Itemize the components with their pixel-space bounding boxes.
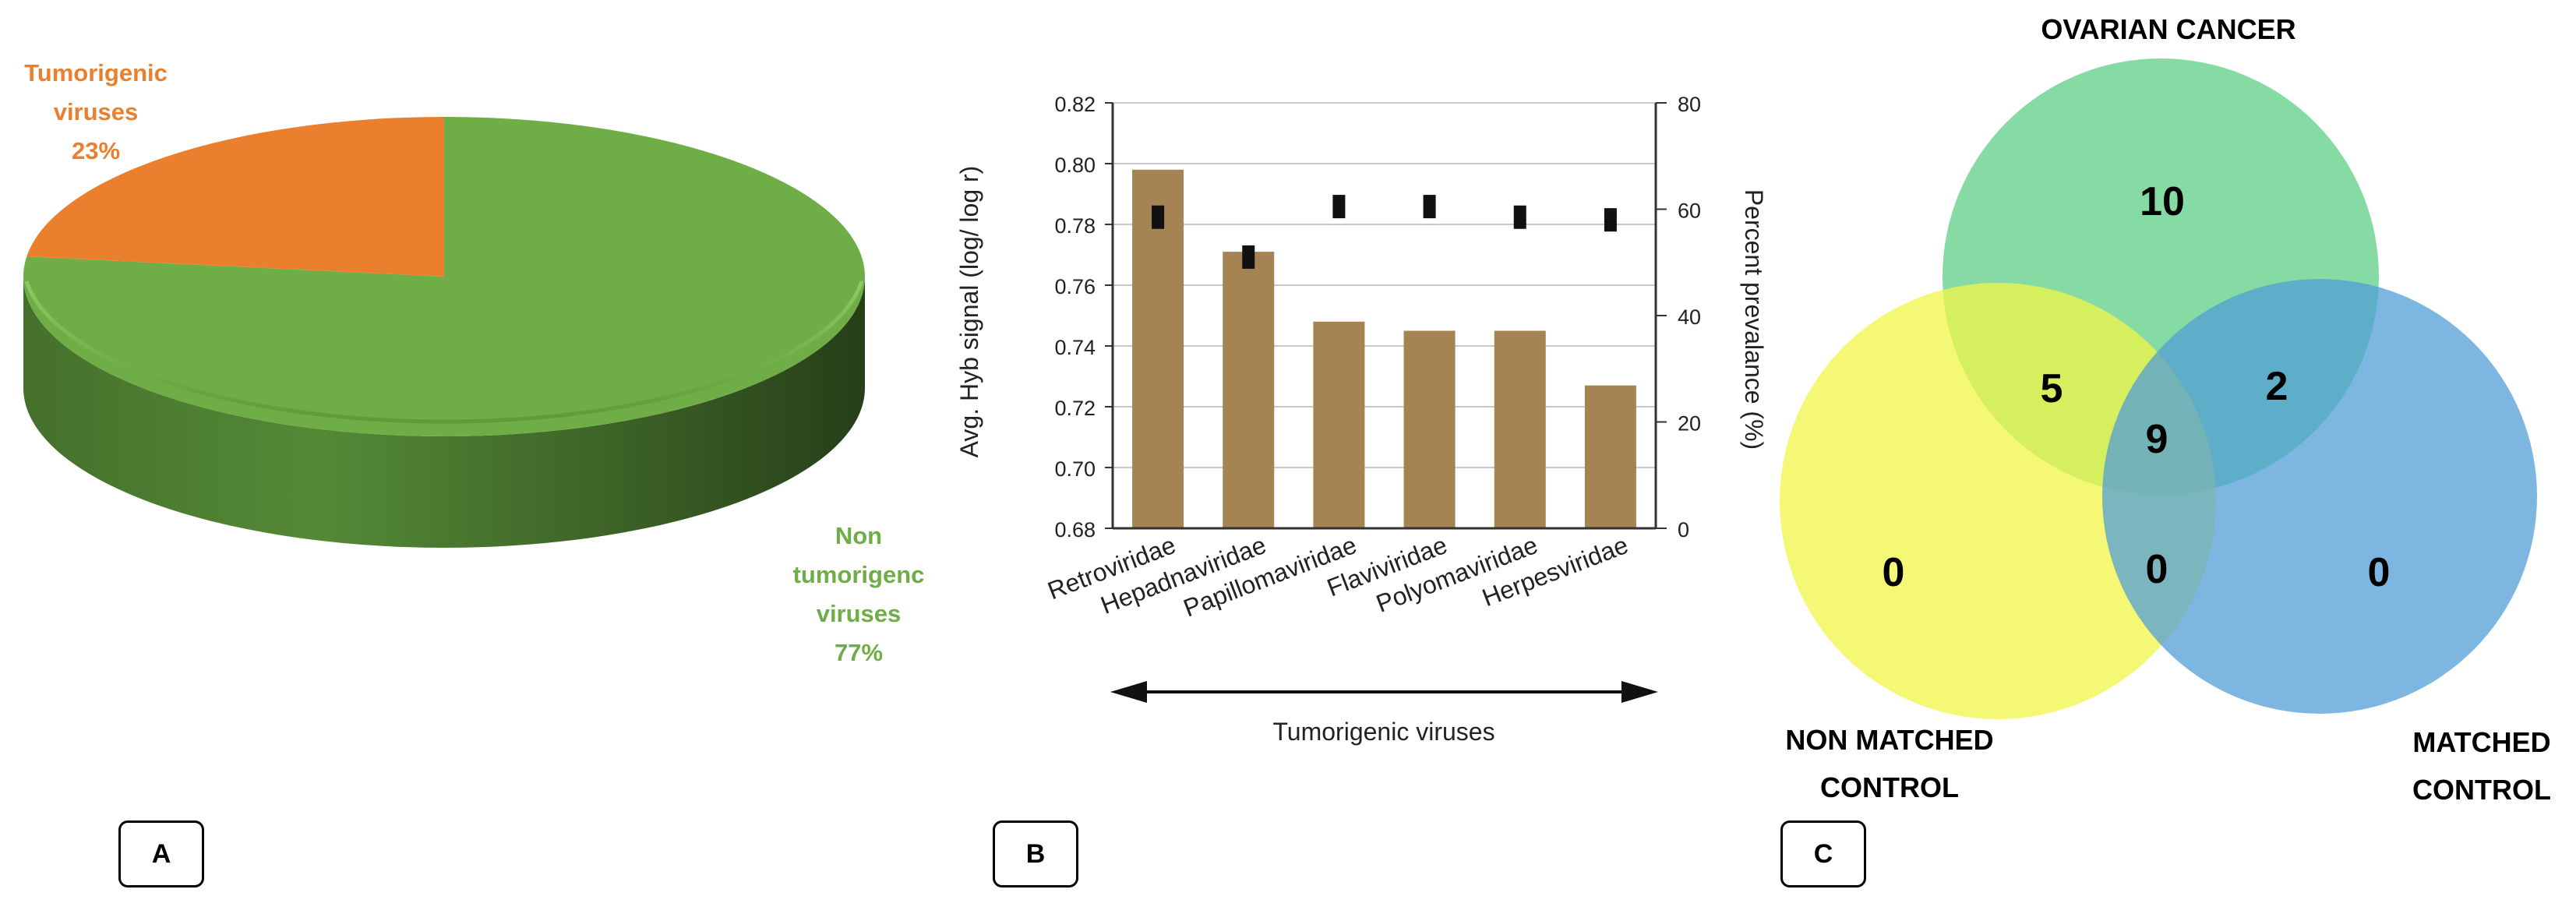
left-tick-label: 0.80 — [1054, 154, 1096, 177]
bar — [1132, 169, 1184, 529]
right-tick-label: 0 — [1678, 518, 1689, 542]
pie-side-wall — [23, 277, 865, 548]
venn-count: 0 — [2146, 547, 2168, 592]
venn-set-label: OVARIAN CANCER — [2041, 13, 2295, 45]
left-tick-label: 0.70 — [1054, 457, 1096, 481]
bar — [1584, 385, 1636, 528]
pie-label-tumorigenic: Tumorigenic viruses 23% — [24, 59, 168, 164]
pie-slice-tumorigenic — [26, 117, 445, 277]
venn-count: 5 — [2041, 366, 2063, 411]
venn-count: 0 — [1883, 550, 1905, 595]
bar-axes — [1111, 103, 1657, 530]
right-tick-label: 60 — [1678, 199, 1701, 223]
venn-circles — [1780, 58, 2537, 719]
venn-circle — [1780, 283, 2216, 719]
x-axis-arrow — [1110, 681, 1658, 703]
bar-gridlines — [1105, 102, 1667, 529]
left-tick-label: 0.78 — [1054, 214, 1096, 238]
venn-set-label: NON MATCHED CONTROL — [1785, 724, 1993, 803]
category-labels: RetroviridaeHepadnaviridaePapillomavirid… — [1044, 531, 1632, 623]
prevalence-marker — [1152, 205, 1165, 229]
left-tick-label: 0.76 — [1054, 275, 1096, 298]
venn-set-label: MATCHED CONTROL — [2412, 726, 2551, 806]
venn-count: 0 — [2368, 550, 2391, 595]
venn-count: 10 — [2140, 179, 2185, 224]
bar — [1494, 330, 1546, 528]
prevalence-markers — [1152, 195, 1617, 269]
pie-rim-highlight — [24, 281, 864, 424]
panel-label-c: C — [1780, 820, 1866, 887]
left-axis-label: Avg. Hyb signal (log/ log r) — [955, 166, 983, 458]
left-tick-label: 0.82 — [1054, 93, 1096, 116]
bar — [1403, 330, 1456, 528]
panel-label-b: B — [993, 820, 1078, 887]
left-tick-labels: 0.68 0.70 0.72 0.74 0.76 0.78 0.80 0.82 — [1054, 93, 1096, 542]
venn-circle — [2102, 279, 2537, 714]
right-tick-label: 80 — [1678, 93, 1701, 116]
prevalence-marker — [1604, 208, 1617, 232]
x-axis-label: Tumorigenic viruses — [1272, 718, 1494, 746]
left-tick-label: 0.72 — [1054, 397, 1096, 420]
left-tick-label: 0.68 — [1054, 518, 1096, 542]
left-tick-label: 0.74 — [1054, 336, 1096, 359]
right-tick-label: 40 — [1678, 305, 1701, 329]
venn-count: 2 — [2266, 364, 2288, 409]
prevalence-marker — [1423, 195, 1436, 219]
bar-chart: 0.68 0.70 0.72 0.74 0.76 0.78 0.80 0.82 0 20 40 60… — [955, 93, 1768, 746]
pie-label-non-tumorigenic: Non tumorigenc viruses 77% — [793, 522, 925, 666]
bar-series — [1132, 169, 1636, 529]
right-axis-label: Percent prevalance (%) — [1740, 189, 1768, 450]
pie-chart: Tumorigenic viruses 23% Non tumorigenc virus… — [23, 59, 924, 666]
right-tick-labels: 0 20 40 60 80 — [1678, 93, 1701, 542]
bar — [1223, 252, 1275, 528]
prevalence-marker — [1513, 205, 1526, 229]
venn-counts: 10 5 2 9 0 0 0 — [1883, 179, 2391, 595]
venn-diagram: 10 5 2 9 0 0 0 OVARIAN CANCER NON MATCHED CONTRO… — [1780, 13, 2551, 806]
right-tick-label: 20 — [1678, 412, 1701, 436]
bar — [1313, 321, 1365, 528]
prevalence-marker — [1332, 195, 1346, 219]
pie-slice-non-tumorigenic — [23, 117, 866, 436]
venn-set-labels: OVARIAN CANCER NON MATCHED CONTROL MATCHED C… — [1785, 13, 2551, 806]
panel-label-a: A — [118, 820, 204, 887]
venn-count: 9 — [2146, 417, 2168, 462]
prevalence-marker — [1242, 245, 1255, 269]
